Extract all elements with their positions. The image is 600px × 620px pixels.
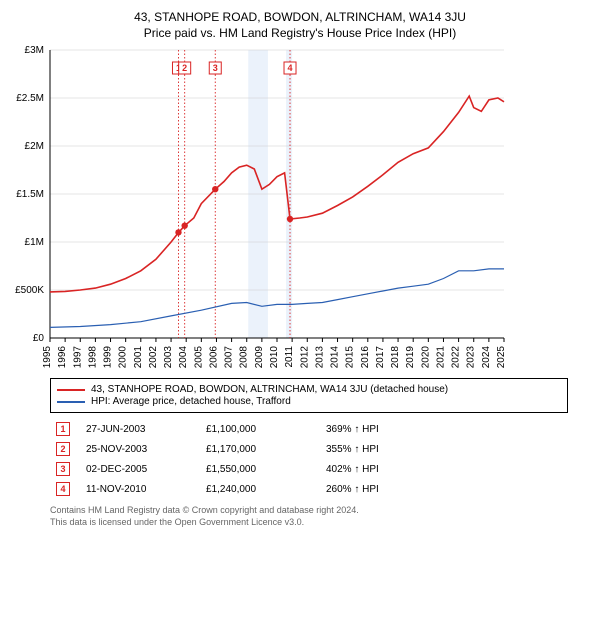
x-axis-label: 2006	[208, 346, 219, 369]
x-axis-label: 2020	[420, 346, 431, 369]
x-axis-label: 2008	[239, 346, 250, 369]
marker-number: 2	[182, 63, 187, 73]
table-row: 4 11-NOV-2010£1,240,000260% ↑ HPI	[50, 479, 568, 499]
tx-hpi: 369% ↑ HPI	[320, 419, 568, 439]
chart-legend: 43, STANHOPE ROAD, BOWDON, ALTRINCHAM, W…	[50, 378, 568, 413]
x-axis-label: 2023	[466, 346, 477, 369]
legend-item: HPI: Average price, detached house, Traf…	[57, 396, 561, 407]
tx-hpi: 355% ↑ HPI	[320, 439, 568, 459]
x-axis-label: 2000	[118, 346, 129, 369]
y-axis-label: £1M	[25, 237, 44, 248]
x-axis-label: 2001	[133, 346, 144, 369]
footer-line2: This data is licensed under the Open Gov…	[50, 517, 568, 529]
x-axis-label: 2025	[496, 346, 507, 369]
tx-price: £1,240,000	[200, 479, 320, 499]
tx-date: 25-NOV-2003	[80, 439, 200, 459]
table-row: 2 25-NOV-2003£1,170,000355% ↑ HPI	[50, 439, 568, 459]
x-axis-label: 2011	[284, 346, 295, 368]
legend-label: HPI: Average price, detached house, Traf…	[91, 396, 291, 407]
table-row: 1 27-JUN-2003£1,100,000369% ↑ HPI	[50, 419, 568, 439]
x-axis-label: 2018	[390, 346, 401, 369]
footer-line1: Contains HM Land Registry data © Crown c…	[50, 505, 568, 517]
chart-title-line2: Price paid vs. HM Land Registry's House …	[8, 26, 592, 40]
x-axis-label: 2019	[405, 346, 416, 369]
legend-swatch	[57, 401, 85, 403]
x-axis-label: 1996	[57, 346, 68, 369]
y-axis-label: £2M	[25, 141, 44, 152]
tx-date: 11-NOV-2010	[80, 479, 200, 499]
x-axis-label: 2004	[178, 346, 189, 369]
legend-label: 43, STANHOPE ROAD, BOWDON, ALTRINCHAM, W…	[91, 384, 448, 395]
x-axis-label: 2021	[435, 346, 446, 369]
tx-price: £1,170,000	[200, 439, 320, 459]
marker-number: 3	[213, 63, 218, 73]
price-chart-svg: £0 £500K £1M £1.5M £2M £2.5M £3M 1995 1996 1997 19…	[8, 42, 528, 372]
y-axis-label: £1.5M	[16, 189, 44, 200]
tx-date: 02-DEC-2005	[80, 459, 200, 479]
x-axis-label: 2017	[375, 346, 386, 369]
y-axis-label: £3M	[25, 45, 44, 56]
x-axis-label: 1995	[42, 346, 53, 369]
x-axis-label: 2013	[314, 346, 325, 369]
x-axis-label: 2024	[481, 346, 492, 369]
tx-hpi: 260% ↑ HPI	[320, 479, 568, 499]
transactions-table: 1 27-JUN-2003£1,100,000369% ↑ HPI 2 25-NOV-…	[50, 419, 568, 499]
x-axis-label: 2005	[193, 346, 204, 369]
sale-marker-dot	[212, 186, 218, 192]
x-axis-label: 2007	[224, 346, 235, 369]
x-axis-label: 2002	[148, 346, 159, 369]
tx-hpi: 402% ↑ HPI	[320, 459, 568, 479]
tx-marker-box: 4	[56, 482, 70, 496]
legend-item: 43, STANHOPE ROAD, BOWDON, ALTRINCHAM, W…	[57, 384, 561, 395]
x-axis-label: 2016	[360, 346, 371, 369]
y-axis-label: £500K	[15, 285, 44, 296]
sale-marker-dot	[181, 222, 187, 228]
tx-price: £1,550,000	[200, 459, 320, 479]
hpi-line	[50, 269, 504, 328]
tx-price: £1,100,000	[200, 419, 320, 439]
sale-marker-dot	[175, 229, 181, 235]
x-axis-label: 2014	[330, 346, 341, 369]
x-axis-label: 2022	[451, 346, 462, 369]
attribution-footer: Contains HM Land Registry data © Crown c…	[50, 505, 568, 528]
tx-marker-box: 2	[56, 442, 70, 456]
x-axis-label: 1998	[87, 346, 98, 369]
sale-marker-dot	[287, 216, 293, 222]
x-axis-label: 2010	[269, 346, 280, 369]
tx-marker-box: 3	[56, 462, 70, 476]
table-row: 3 02-DEC-2005£1,550,000402% ↑ HPI	[50, 459, 568, 479]
x-axis-label: 2003	[163, 346, 174, 369]
tx-date: 27-JUN-2003	[80, 419, 200, 439]
chart-area: £0 £500K £1M £1.5M £2M £2.5M £3M 1995 1996 1997 19…	[8, 42, 592, 372]
y-axis-label: £0	[33, 333, 45, 344]
tx-marker-box: 1	[56, 422, 70, 436]
x-axis-label: 1997	[72, 346, 83, 369]
y-axis-label: £2.5M	[16, 93, 44, 104]
x-axis-label: 2015	[345, 346, 356, 369]
x-axis-label: 2012	[299, 346, 310, 369]
x-axis-label: 2009	[254, 346, 265, 369]
legend-swatch	[57, 389, 85, 391]
chart-title-line1: 43, STANHOPE ROAD, BOWDON, ALTRINCHAM, W…	[8, 10, 592, 24]
x-axis-label: 1999	[103, 346, 114, 369]
marker-number: 4	[288, 63, 293, 73]
